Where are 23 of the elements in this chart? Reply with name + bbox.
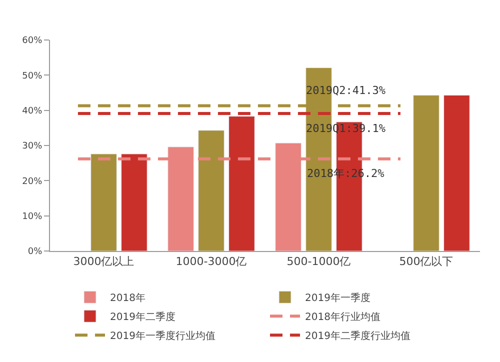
- legend-label: 2019年一季度行业均值: [110, 330, 216, 342]
- x-tick-label: 500亿以下: [399, 255, 454, 268]
- bar: [121, 154, 148, 251]
- legend-label: 2019年一季度: [305, 292, 370, 304]
- x-tick-label: 1000-3000亿: [176, 255, 247, 268]
- y-tick-label: 10%: [22, 212, 43, 222]
- y-tick-label: 50%: [22, 71, 43, 82]
- bar: [198, 130, 224, 251]
- legend-label: 2019年二季度行业均值: [305, 330, 410, 342]
- y-tick-label: 0%: [28, 247, 43, 258]
- y-tick-label: 60%: [22, 36, 43, 46]
- legend-label: 2018年: [110, 292, 146, 304]
- bar: [444, 94, 470, 251]
- legend-label: 2019年二季度: [110, 311, 176, 324]
- y-tick-label: 20%: [22, 176, 43, 187]
- x-tick-label: 3000亿以上: [73, 255, 134, 268]
- legend-label: 2018年行业均值: [305, 311, 380, 324]
- x-tick-label: 500-1000亿: [286, 255, 351, 268]
- bar: [90, 154, 117, 251]
- bar: [413, 94, 440, 251]
- y-tick-label: 30%: [22, 142, 43, 152]
- y-tick-label: 40%: [22, 106, 43, 116]
- annotation: 2019Q1:39.1%: [306, 122, 386, 135]
